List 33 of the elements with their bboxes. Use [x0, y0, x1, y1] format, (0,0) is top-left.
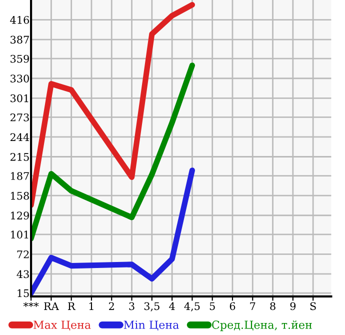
- x-tick-label: 1: [89, 302, 94, 310]
- x-tick-label: S: [310, 302, 316, 310]
- y-tick-label: 129: [11, 212, 29, 220]
- y-tick-label: 244: [10, 133, 30, 141]
- y-tick-label: 387: [10, 36, 29, 44]
- y-tick-label: 15: [18, 289, 29, 298]
- y-tick-label: 187: [11, 172, 29, 180]
- x-tick-label: 6: [230, 302, 236, 310]
- x-tick-label: R: [68, 302, 76, 310]
- y-tick-label: 43: [16, 270, 29, 278]
- legend-label: Max Цена: [34, 320, 91, 331]
- y-tick-label: 359: [10, 54, 29, 63]
- y-tick-label: 72: [17, 250, 29, 258]
- y-tick-label: 301: [10, 94, 28, 102]
- x-tick-label: 4: [169, 302, 175, 310]
- x-tick-label: 3: [129, 302, 134, 310]
- y-tick-label: 101: [11, 230, 28, 239]
- y-tick-label: 273: [10, 113, 29, 122]
- x-tick-label: 8: [270, 302, 276, 310]
- legend-label: Min Цена: [124, 320, 179, 331]
- x-tick-label: 9: [290, 302, 296, 310]
- y-tick-label: 330: [10, 74, 29, 82]
- x-tick-label: 3,5: [144, 302, 160, 312]
- x-tick-label: 7: [250, 302, 256, 310]
- x-tick-label: 4,5: [184, 302, 200, 312]
- x-tick-label: 2: [109, 302, 114, 310]
- y-tick-label: 215: [10, 152, 29, 161]
- x-tick-label: RA: [44, 302, 59, 310]
- x-tick-label: 5: [210, 302, 215, 310]
- y-tick-label: 416: [10, 16, 30, 24]
- y-tick-label: 158: [11, 192, 29, 200]
- x-tick-label: ***: [23, 302, 39, 307]
- legend-label: Сред.Цена, т.йен: [212, 320, 312, 332]
